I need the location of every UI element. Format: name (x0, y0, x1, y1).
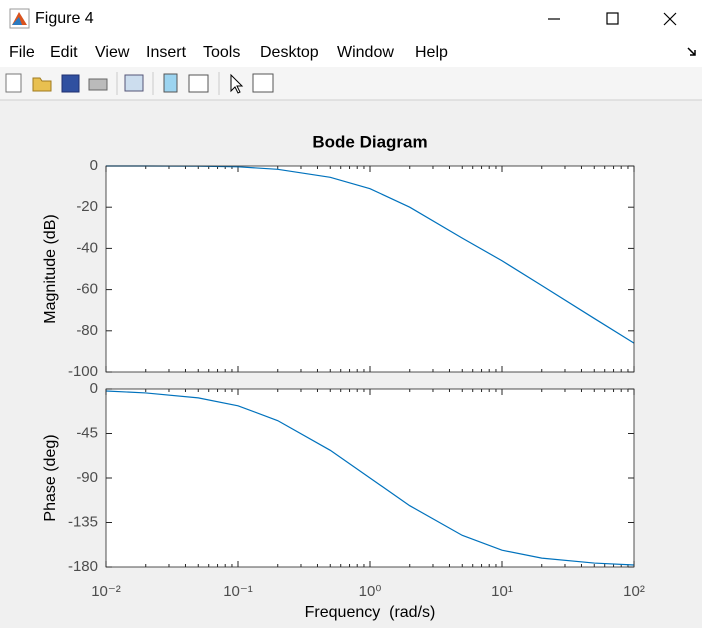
y-tick-label: -90 (76, 469, 98, 486)
colorbar-icon[interactable] (163, 73, 178, 93)
property-icon[interactable] (252, 73, 274, 93)
menu-item[interactable]: Window (337, 44, 394, 61)
y-tick-label: -40 (76, 239, 98, 256)
app-icon (9, 8, 30, 29)
maximize-button[interactable] (606, 12, 619, 25)
print-icon[interactable] (88, 78, 108, 91)
y-tick-label: -135 (68, 513, 98, 530)
save-icon[interactable] (61, 74, 80, 93)
x-tick-label: 10⁻¹ (223, 583, 253, 600)
axes-background (106, 166, 634, 372)
menu-item[interactable]: File (9, 44, 35, 61)
menu-item[interactable]: Edit (50, 44, 78, 61)
pointer-icon[interactable] (230, 73, 244, 94)
y-axis-label: Phase (deg) (42, 434, 59, 521)
dock-arrow[interactable] (687, 47, 696, 56)
new-icon[interactable] (5, 73, 22, 93)
x-tick-label: 10⁰ (359, 583, 382, 600)
title-bar (0, 0, 702, 38)
x-tick-label: 10⁻² (91, 583, 121, 600)
window-title: Figure 4 (35, 10, 94, 27)
y-tick-label: -60 (76, 281, 98, 298)
menu-item[interactable]: Tools (203, 44, 240, 61)
menu-bar (0, 38, 702, 67)
axes-box (105, 165, 635, 373)
y-tick-label: -45 (76, 424, 98, 441)
legend-icon[interactable] (188, 74, 209, 93)
y-tick-label: -100 (68, 363, 98, 380)
close-button[interactable] (663, 12, 677, 26)
y-tick-label: -180 (68, 558, 98, 575)
menu-item[interactable]: Desktop (260, 44, 319, 61)
chart-title: Bode Diagram (312, 132, 427, 151)
y-tick-label: -80 (76, 322, 98, 339)
plots: -100 -80 -60 -40 -20 0 Bode Diagram Magnitude (… (42, 132, 645, 621)
menu: File Edit View Insert Tools Desktop Window Help (9, 44, 448, 61)
x-axis-label: Frequency (rad/s) (305, 604, 436, 621)
series-line (105, 390, 635, 566)
y-tick-label: 0 (90, 157, 98, 174)
menu-item[interactable]: Help (415, 44, 448, 61)
y-tick-label: -20 (76, 198, 98, 215)
toolbar-icons (5, 72, 274, 95)
x-tick-label: 10² (623, 583, 645, 600)
axes-box (105, 388, 635, 568)
link-icon[interactable] (124, 74, 144, 92)
open-icon[interactable] (32, 77, 52, 92)
menu-item[interactable]: Insert (146, 44, 187, 61)
menu-item[interactable]: View (95, 44, 130, 61)
y-axis-label: Magnitude (dB) (42, 214, 59, 323)
x-tick-label: 10¹ (491, 583, 513, 600)
y-tick-label: 0 (90, 380, 98, 397)
